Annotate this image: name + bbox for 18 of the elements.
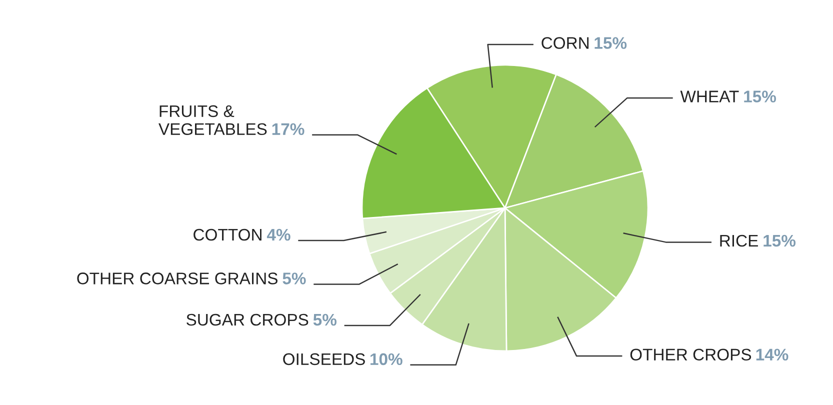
data-label: 10%	[370, 353, 402, 366]
slice-label: RICE	[720, 234, 758, 247]
slice-label: OILSEEDS	[283, 353, 365, 366]
data-label: 15%	[764, 234, 796, 247]
data-label: 5%	[282, 272, 306, 284]
data-label: 4%	[266, 228, 290, 241]
slice-label: OTHER CROPS	[630, 348, 752, 361]
slice-label: COTTON	[194, 228, 262, 241]
data-label: 5%	[313, 314, 336, 326]
slice-label: WHEAT	[680, 90, 739, 102]
data-label: 15%	[594, 37, 627, 49]
data-label: 17%	[272, 123, 304, 136]
data-label: 14%	[756, 348, 788, 360]
slice-label: FRUITS & VEGETABLES	[158, 105, 267, 136]
data-label: 15%	[744, 90, 776, 102]
slice-label: CORN	[542, 37, 589, 49]
slice-label: SUGAR CROPS	[186, 314, 308, 326]
slice-label: OTHER COARSE GRAINS	[77, 272, 278, 284]
